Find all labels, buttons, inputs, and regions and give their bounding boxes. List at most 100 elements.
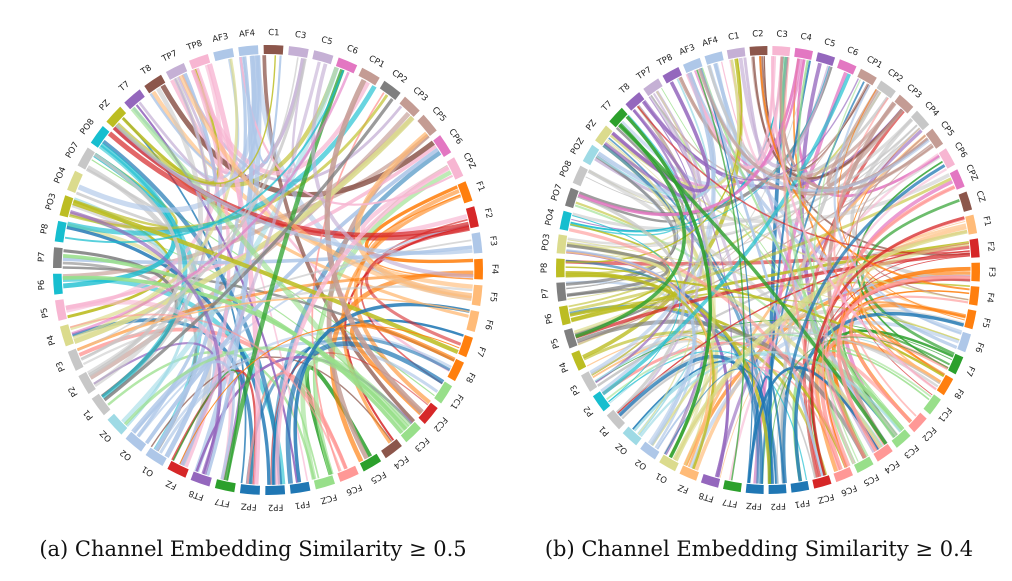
chord-link xyxy=(572,215,681,403)
channel-arc-fc5 xyxy=(359,453,382,472)
caption-b: (b) Channel Embedding Similarity ≥ 0.4 xyxy=(506,537,1012,561)
chord-link xyxy=(728,153,939,481)
chord-link xyxy=(601,73,851,396)
channel-arc-fpz xyxy=(239,484,260,495)
chord-link xyxy=(300,356,412,480)
channel-arc-ft8 xyxy=(190,471,212,487)
channel-arc-t7 xyxy=(609,107,628,128)
channel-arc-cp5 xyxy=(925,128,944,149)
channel-arc-p2 xyxy=(78,371,96,394)
chord-link xyxy=(618,92,705,417)
channel-arc-f8 xyxy=(447,358,464,382)
chord-link xyxy=(107,350,316,480)
channel-arc-f1 xyxy=(965,214,978,235)
channel-label: C5 xyxy=(823,37,837,50)
channel-label: FZ xyxy=(164,477,178,491)
channel-label: CPZ xyxy=(963,163,979,183)
chord-link xyxy=(324,78,424,414)
chord-link xyxy=(568,227,849,468)
channel-arc-po7 xyxy=(565,187,579,209)
channel-label: F5 xyxy=(487,291,498,302)
channel-label: PO4 xyxy=(544,208,558,227)
chord-link xyxy=(650,94,902,433)
channel-arc-poz xyxy=(582,144,600,166)
chord-link xyxy=(293,302,470,483)
channel-label: C6 xyxy=(845,45,859,59)
chord-link xyxy=(674,242,970,462)
chord-link xyxy=(364,226,470,346)
channel-label: FCZ xyxy=(319,491,338,505)
channel-label: P1 xyxy=(82,407,96,421)
chord-link xyxy=(611,81,711,193)
channel-label: TP7 xyxy=(634,65,653,83)
channel-label: CP3 xyxy=(904,83,923,101)
channel-arc-cp6 xyxy=(433,135,452,157)
channel-arc-po3 xyxy=(556,234,568,254)
chord-link xyxy=(566,251,712,467)
channel-arc-fc2 xyxy=(908,412,927,433)
chord-link xyxy=(713,63,888,445)
channel-arc-t8 xyxy=(625,92,645,111)
channel-arc-f7 xyxy=(458,335,473,358)
chord-link xyxy=(570,65,830,233)
chord-link xyxy=(285,341,445,484)
chord-link xyxy=(571,100,693,232)
chord-link xyxy=(77,55,258,213)
channel-label: CP1 xyxy=(865,54,884,71)
channel-arc-cp6 xyxy=(938,148,955,169)
chord-link xyxy=(138,76,217,182)
chord-link xyxy=(567,124,918,248)
channel-arc-p6 xyxy=(53,273,63,295)
chord-link xyxy=(596,78,710,200)
chord-link xyxy=(159,341,439,454)
chord-link xyxy=(763,56,870,172)
chord-link xyxy=(566,243,669,297)
channel-arc-tp8 xyxy=(662,67,682,84)
channel-arc-o1 xyxy=(145,447,167,466)
channel-label: P1 xyxy=(597,423,612,438)
channel-label: TP8 xyxy=(185,39,204,54)
channel-arc-p1 xyxy=(606,409,625,430)
channel-label: OZ xyxy=(614,440,630,456)
channel-label: FPZ xyxy=(746,500,763,511)
channel-label: F1 xyxy=(980,215,992,227)
channel-arc-tp8 xyxy=(189,54,211,70)
chord-link xyxy=(172,369,241,481)
channel-arc-o2 xyxy=(125,431,147,452)
chord-link xyxy=(71,71,350,335)
channel-arc-fc2 xyxy=(418,402,438,424)
channel-arc-p4 xyxy=(571,350,587,371)
chord-link xyxy=(133,360,235,480)
chord-link xyxy=(661,87,905,429)
channel-label: FC4 xyxy=(391,453,410,471)
chord-link xyxy=(112,125,470,238)
channel-label: CP6 xyxy=(952,141,969,160)
chord-link xyxy=(107,131,470,241)
channel-label: T7 xyxy=(599,99,614,114)
channel-arc-cp5 xyxy=(417,114,437,136)
channel-label: FCZ xyxy=(816,491,835,505)
channel-arc-p4 xyxy=(59,324,74,347)
channel-label: FP2 xyxy=(268,501,284,512)
channel-label: FZ xyxy=(676,482,690,495)
chord-link xyxy=(62,275,408,431)
chord-link xyxy=(625,115,712,459)
channel-arc-f3 xyxy=(971,262,981,282)
channel-label: FP1 xyxy=(294,498,311,510)
channel-label: C6 xyxy=(345,43,359,57)
caption-a-prefix: (a) Channel Embedding Similarity xyxy=(39,537,403,561)
channel-label: PO7 xyxy=(64,140,81,160)
chord-link xyxy=(603,108,696,201)
channel-label: FP1 xyxy=(794,497,811,509)
channel-arc-ft8 xyxy=(700,474,721,488)
channel-label: F1 xyxy=(473,180,486,193)
channel-arc-fc6 xyxy=(337,465,359,482)
channel-label: C5 xyxy=(320,35,334,48)
channel-label: P2 xyxy=(582,404,596,418)
chord-link xyxy=(570,241,969,322)
channel-arc-af4 xyxy=(704,51,724,65)
channel-label: POZ xyxy=(569,136,587,156)
channel-label: FT7 xyxy=(721,496,738,508)
channel-label: F6 xyxy=(972,341,985,354)
channel-arc-fc3 xyxy=(400,421,421,443)
